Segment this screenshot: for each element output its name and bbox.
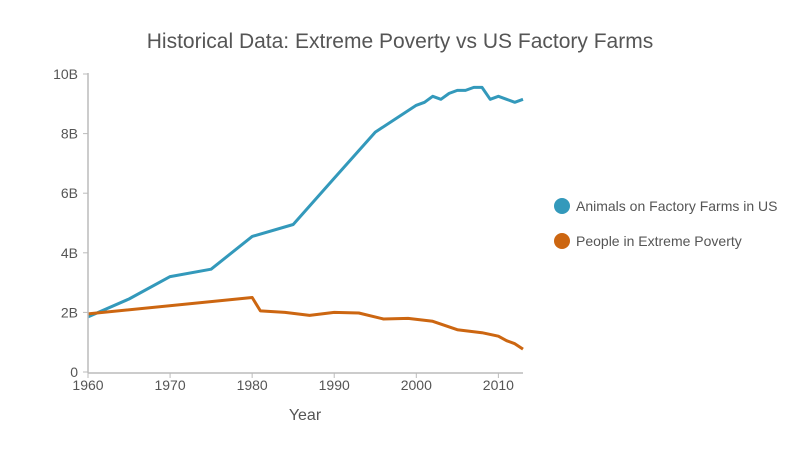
y-tick-label: 4B [61, 245, 78, 261]
x-axis-label: Year [289, 407, 322, 424]
y-tick-label: 8B [61, 126, 78, 142]
x-tick-label: 2000 [401, 377, 432, 393]
x-tick-label: 1980 [237, 377, 268, 393]
legend-marker-0 [554, 198, 570, 214]
y-tick-label: 6B [61, 185, 78, 201]
y-tick-label: 2B [61, 304, 78, 320]
y-tick-label: 10B [53, 66, 78, 82]
x-tick-label: 1990 [319, 377, 350, 393]
y-tick-label: 0 [70, 364, 78, 380]
chart-title: Historical Data: Extreme Poverty vs US F… [147, 30, 653, 53]
series-line-0 [87, 85, 524, 319]
legend-label-1: People in Extreme Poverty [576, 233, 742, 249]
x-tick-label: 1960 [72, 377, 103, 393]
x-tick-label: 2010 [483, 377, 514, 393]
x-tick-label: 1970 [154, 377, 185, 393]
legend-label-0: Animals on Factory Farms in US [576, 198, 778, 214]
legend-marker-1 [554, 233, 570, 249]
series-line-1 [87, 296, 524, 351]
